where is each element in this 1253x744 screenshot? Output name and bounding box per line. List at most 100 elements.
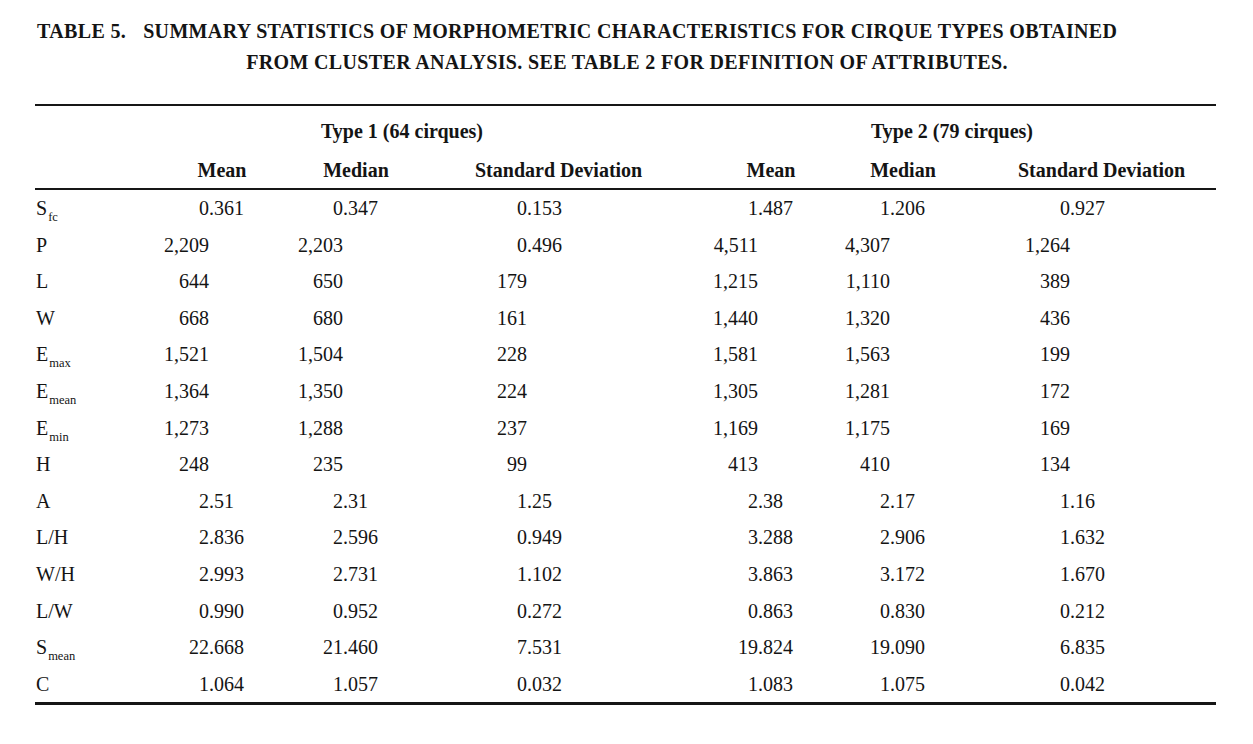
- value-cell: 410: [837, 446, 985, 483]
- value-cell: 1,281: [837, 373, 985, 413]
- col-header-type1-mean: Mean: [157, 158, 287, 182]
- value-cell: 2.731: [289, 556, 429, 593]
- attribute-label: Emean: [35, 373, 155, 413]
- caption-line-1: TABLE 5.SUMMARY STATISTICS OF MORPHOMETR…: [37, 16, 1217, 47]
- table-row: W/H2.9932.7311.1023.8633.1721.670: [35, 556, 1216, 593]
- value-cell: 1,581: [615, 336, 837, 376]
- value-cell: 0.952: [289, 593, 429, 630]
- value-cell: 172: [985, 373, 1216, 413]
- value-cell: 1.064: [155, 666, 289, 703]
- value-cell: 0.212: [985, 593, 1216, 630]
- column-header-row: Mean Median Standard Deviation Mean Medi…: [35, 150, 1216, 190]
- value-cell: 1,110: [837, 263, 985, 300]
- value-cell: 0.990: [155, 593, 289, 630]
- table-row: Emean1,3641,3502241,3051,281172: [35, 373, 1216, 410]
- value-cell: 7.531: [429, 629, 615, 669]
- table-row: Emin1,2731,2882371,1691,175169: [35, 410, 1216, 447]
- table-body: Sfc0.3610.3470.1531.4871.2060.927P2,2092…: [35, 190, 1216, 702]
- attribute-label: L/W: [35, 593, 155, 630]
- value-cell: 1,440: [615, 300, 837, 337]
- value-cell: 0.272: [429, 593, 615, 630]
- table-row: L/H2.8362.5960.9493.2882.9061.632: [35, 519, 1216, 556]
- value-cell: 161: [429, 300, 615, 337]
- value-cell: 0.153: [429, 190, 615, 230]
- value-cell: 1,288: [289, 410, 429, 450]
- value-cell: 0.032: [429, 666, 615, 703]
- value-cell: 1.25: [429, 483, 615, 520]
- value-cell: 179: [429, 263, 615, 300]
- attribute-label: P: [35, 227, 155, 264]
- value-cell: 2.596: [289, 519, 429, 556]
- value-cell: 1.16: [985, 483, 1216, 520]
- col-header-type2-median: Median: [838, 158, 968, 182]
- table-row: Emax1,5211,5042281,5811,563199: [35, 336, 1216, 373]
- value-cell: 1,264: [985, 227, 1216, 264]
- value-cell: 2.993: [155, 556, 289, 593]
- value-cell: 1.632: [985, 519, 1216, 556]
- attribute-subscript: mean: [49, 393, 76, 407]
- value-cell: 680: [289, 300, 429, 337]
- attribute-label: A: [35, 483, 155, 520]
- value-cell: 2.906: [837, 519, 985, 556]
- table-row: Smean22.66821.4607.53119.82419.0906.835: [35, 629, 1216, 666]
- value-cell: 199: [985, 336, 1216, 376]
- value-cell: 1.487: [615, 190, 837, 230]
- value-cell: 1.670: [985, 556, 1216, 593]
- value-cell: 1,521: [155, 336, 289, 376]
- value-cell: 0.361: [155, 190, 289, 230]
- table-row: L/W0.9900.9520.2720.8630.8300.212: [35, 593, 1216, 630]
- value-cell: 19.090: [837, 629, 985, 669]
- value-cell: 134: [985, 446, 1216, 483]
- value-cell: 644: [155, 263, 289, 300]
- attribute-label: C: [35, 666, 155, 703]
- table-row: L6446501791,2151,110389: [35, 263, 1216, 300]
- table-row: P2,2092,2030.4964,5114,3071,264: [35, 227, 1216, 264]
- value-cell: 228: [429, 336, 615, 376]
- value-cell: 224: [429, 373, 615, 413]
- caption-line-2: FROM CLUSTER ANALYSIS. SEE TABLE 2 FOR D…: [37, 47, 1217, 78]
- col-header-type1-sd: Standard Deviation: [475, 158, 605, 182]
- value-cell: 1.206: [837, 190, 985, 230]
- value-cell: 99: [429, 446, 615, 483]
- attribute-subscript: max: [49, 356, 71, 370]
- table-caption: TABLE 5.SUMMARY STATISTICS OF MORPHOMETR…: [37, 16, 1217, 78]
- value-cell: 22.668: [155, 629, 289, 669]
- value-cell: 0.496: [429, 227, 615, 264]
- group-header-type2: Type 2 (79 cirques): [871, 118, 1033, 144]
- caption-text-1: SUMMARY STATISTICS OF MORPHOMETRIC CHARA…: [143, 20, 1117, 42]
- attribute-label: Emin: [35, 410, 155, 450]
- value-cell: 21.460: [289, 629, 429, 669]
- attribute-subscript: mean: [48, 649, 75, 663]
- value-cell: 1,504: [289, 336, 429, 376]
- value-cell: 2.17: [837, 483, 985, 520]
- value-cell: 2.836: [155, 519, 289, 556]
- attribute-label: H: [35, 446, 155, 483]
- paper-page: TABLE 5.SUMMARY STATISTICS OF MORPHOMETR…: [0, 0, 1253, 744]
- value-cell: 1,175: [837, 410, 985, 450]
- value-cell: 19.824: [615, 629, 837, 669]
- value-cell: 0.830: [837, 593, 985, 630]
- col-header-type2-sd: Standard Deviation: [1018, 158, 1148, 182]
- value-cell: 1.075: [837, 666, 985, 703]
- attribute-label: W/H: [35, 556, 155, 593]
- attribute-label: L/H: [35, 519, 155, 556]
- value-cell: 4,511: [615, 227, 837, 264]
- value-cell: 1,563: [837, 336, 985, 376]
- value-cell: 3.863: [615, 556, 837, 593]
- table-row: A2.512.311.252.382.171.16: [35, 483, 1216, 520]
- attribute-label: W: [35, 300, 155, 337]
- summary-statistics-table: Type 1 (64 cirques) Type 2 (79 cirques) …: [35, 104, 1216, 705]
- value-cell: 0.949: [429, 519, 615, 556]
- value-cell: 237: [429, 410, 615, 450]
- attribute-label: Sfc: [35, 190, 155, 230]
- value-cell: 1,364: [155, 373, 289, 413]
- value-cell: 0.927: [985, 190, 1216, 230]
- value-cell: 650: [289, 263, 429, 300]
- value-cell: 1,273: [155, 410, 289, 450]
- attribute-subscript: fc: [48, 210, 58, 224]
- value-cell: 0.042: [985, 666, 1216, 703]
- table-row: Sfc0.3610.3470.1531.4871.2060.927: [35, 190, 1216, 227]
- value-cell: 1.083: [615, 666, 837, 703]
- value-cell: 1.102: [429, 556, 615, 593]
- value-cell: 1.057: [289, 666, 429, 703]
